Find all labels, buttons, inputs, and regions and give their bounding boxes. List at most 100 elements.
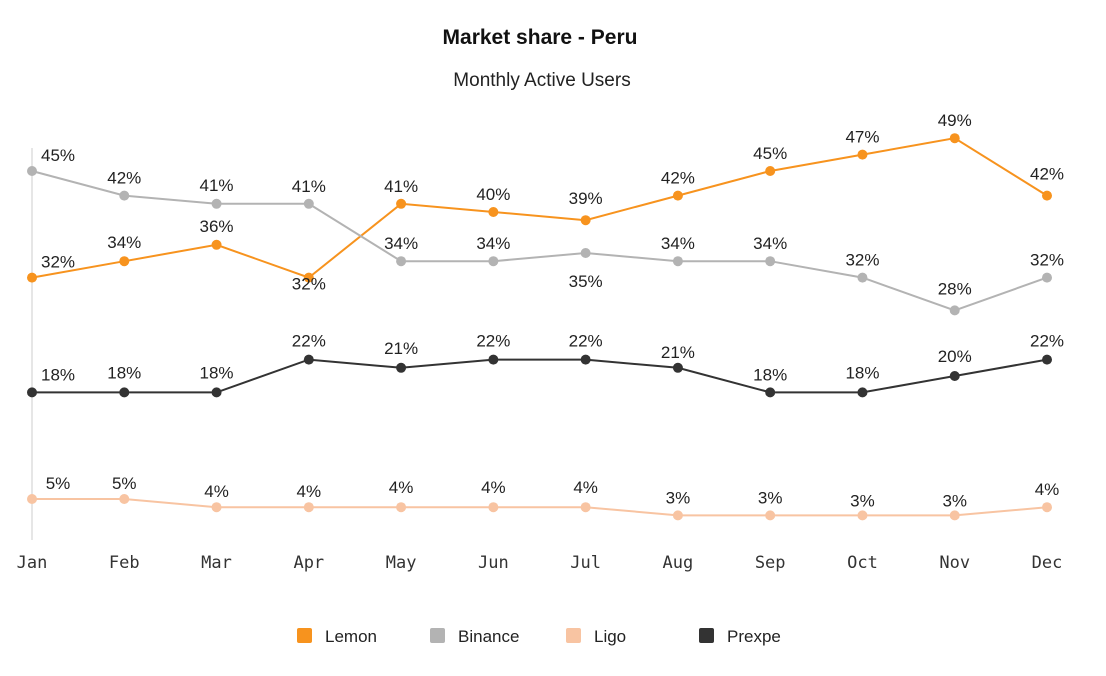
- data-label-lemon: 32%: [292, 275, 326, 294]
- data-point-lemon[interactable]: [672, 190, 683, 201]
- data-point-lemon[interactable]: [396, 198, 407, 209]
- data-point-binance[interactable]: [488, 256, 499, 267]
- data-point-ligo[interactable]: [672, 510, 683, 521]
- legend-item-ligo[interactable]: Ligo: [566, 627, 626, 646]
- data-point-prexpe[interactable]: [119, 387, 130, 398]
- chart-subtitle: Monthly Active Users: [453, 70, 630, 91]
- x-tick-label: Jul: [570, 553, 601, 573]
- data-label-prexpe: 18%: [200, 363, 234, 382]
- data-point-binance[interactable]: [396, 256, 407, 267]
- legend-label: Binance: [458, 627, 519, 646]
- data-point-lemon[interactable]: [211, 239, 222, 250]
- data-label-binance: 34%: [661, 234, 695, 253]
- data-point-ligo[interactable]: [949, 510, 960, 521]
- x-tick-label: Sep: [755, 553, 786, 573]
- data-label-lemon: 34%: [107, 233, 141, 252]
- data-label-binance: 35%: [569, 272, 603, 291]
- data-point-ligo[interactable]: [1042, 502, 1052, 513]
- x-tick-label: Aug: [663, 553, 694, 573]
- data-point-binance[interactable]: [672, 256, 683, 267]
- data-point-prexpe[interactable]: [27, 387, 37, 398]
- data-label-ligo: 3%: [758, 488, 783, 507]
- data-point-lemon[interactable]: [580, 215, 591, 226]
- x-tick-label: Dec: [1032, 553, 1063, 573]
- data-point-prexpe[interactable]: [580, 354, 591, 365]
- data-label-ligo: 5%: [112, 474, 137, 493]
- data-point-binance[interactable]: [119, 190, 130, 201]
- data-label-binance: 28%: [938, 279, 972, 298]
- data-label-binance: 34%: [476, 234, 510, 253]
- data-point-ligo[interactable]: [119, 494, 130, 504]
- legend-label: Ligo: [594, 627, 626, 646]
- data-point-ligo[interactable]: [857, 510, 868, 521]
- x-tick-label: Feb: [109, 553, 140, 573]
- data-label-binance: 45%: [41, 146, 75, 165]
- data-label-ligo: 5%: [46, 474, 71, 493]
- legend-item-binance[interactable]: Binance: [430, 627, 519, 646]
- x-tick-label: Mar: [201, 553, 232, 573]
- data-label-lemon: 47%: [845, 128, 879, 147]
- data-point-lemon[interactable]: [1042, 190, 1052, 201]
- data-label-lemon: 39%: [569, 189, 603, 208]
- data-point-lemon[interactable]: [303, 272, 314, 283]
- data-point-ligo[interactable]: [765, 510, 776, 521]
- legend-item-lemon[interactable]: Lemon: [297, 627, 377, 646]
- data-point-prexpe[interactable]: [211, 387, 222, 398]
- data-point-binance[interactable]: [211, 198, 222, 209]
- data-point-prexpe[interactable]: [396, 362, 407, 373]
- data-label-binance: 32%: [845, 251, 879, 270]
- series-lines: [31, 137, 1048, 517]
- data-point-lemon[interactable]: [488, 207, 499, 217]
- data-point-binance[interactable]: [857, 272, 868, 283]
- data-point-binance[interactable]: [765, 256, 776, 267]
- data-label-ligo: 4%: [297, 482, 322, 501]
- data-point-prexpe[interactable]: [672, 362, 683, 373]
- series-points: [27, 133, 1052, 521]
- x-tick-label: May: [386, 553, 417, 573]
- data-label-binance: 34%: [384, 234, 418, 253]
- data-point-prexpe[interactable]: [949, 371, 960, 381]
- legend-item-prexpe[interactable]: Prexpe: [699, 627, 781, 646]
- data-label-ligo: 4%: [204, 482, 229, 501]
- data-point-prexpe[interactable]: [857, 387, 868, 398]
- data-point-binance[interactable]: [580, 248, 591, 258]
- data-label-ligo: 3%: [850, 491, 875, 510]
- data-point-ligo[interactable]: [488, 502, 499, 513]
- data-label-binance: 41%: [292, 177, 326, 196]
- data-point-lemon[interactable]: [949, 133, 960, 144]
- data-point-lemon[interactable]: [765, 166, 776, 176]
- data-point-ligo[interactable]: [396, 502, 407, 513]
- data-point-lemon[interactable]: [857, 149, 868, 160]
- data-point-prexpe[interactable]: [488, 354, 499, 365]
- data-point-lemon[interactable]: [119, 256, 130, 267]
- data-point-binance[interactable]: [1042, 272, 1052, 283]
- data-label-lemon: 40%: [476, 185, 510, 204]
- data-point-binance[interactable]: [303, 198, 314, 209]
- data-label-prexpe: 18%: [41, 365, 75, 384]
- data-label-ligo: 3%: [666, 488, 691, 507]
- data-label-prexpe: 18%: [107, 363, 141, 382]
- data-point-ligo[interactable]: [580, 502, 591, 513]
- data-label-prexpe: 22%: [1030, 332, 1064, 351]
- legend[interactable]: Lemon Binance Ligo Prexpe: [297, 627, 781, 646]
- data-label-prexpe: 20%: [938, 347, 972, 366]
- legend-label: Prexpe: [727, 627, 781, 646]
- data-label-prexpe: 22%: [569, 332, 603, 351]
- data-point-lemon[interactable]: [27, 272, 37, 283]
- series-line-ligo: [32, 498, 1048, 517]
- data-point-ligo[interactable]: [27, 494, 37, 504]
- x-tick-label: Jun: [478, 553, 509, 573]
- data-label-lemon: 32%: [41, 253, 75, 272]
- data-point-binance[interactable]: [949, 305, 960, 316]
- series-line-lemon: [31, 137, 1048, 279]
- data-point-prexpe[interactable]: [765, 387, 776, 398]
- data-point-prexpe[interactable]: [1042, 354, 1052, 365]
- data-point-ligo[interactable]: [211, 502, 222, 513]
- data-point-ligo[interactable]: [303, 502, 314, 513]
- data-point-binance[interactable]: [27, 166, 37, 176]
- x-tick-label: Jan: [17, 553, 48, 573]
- data-point-prexpe[interactable]: [303, 354, 314, 365]
- data-label-ligo: 4%: [573, 478, 598, 497]
- legend-swatch: [699, 628, 714, 643]
